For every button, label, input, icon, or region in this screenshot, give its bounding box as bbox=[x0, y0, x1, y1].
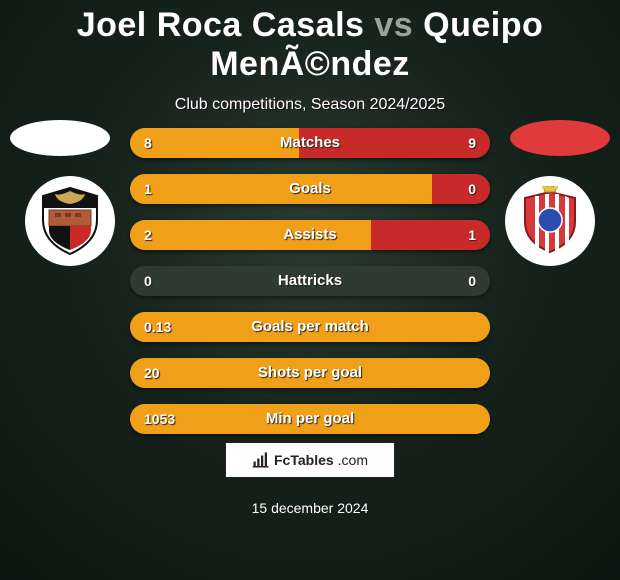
stat-row: 21Assists bbox=[130, 220, 490, 250]
bar-left-value: 1053 bbox=[144, 404, 175, 434]
bar-left-value: 20 bbox=[144, 358, 160, 388]
bar-left-fill bbox=[130, 220, 371, 250]
chart-bars-icon bbox=[252, 451, 270, 469]
stat-row: 0.13Goals per match bbox=[130, 312, 490, 342]
comparison-bars: 89Matches10Goals21Assists00Hattricks0.13… bbox=[0, 120, 620, 450]
bar-left-value: 8 bbox=[144, 128, 152, 158]
title: Joel Roca Casals vs Queipo MenÃ©ndez bbox=[0, 0, 620, 84]
bar-left-fill bbox=[130, 128, 299, 158]
stat-row: 89Matches bbox=[130, 128, 490, 158]
subtitle: Club competitions, Season 2024/2025 bbox=[0, 96, 620, 114]
bar-left-fill bbox=[130, 358, 490, 388]
stat-row: 00Hattricks bbox=[130, 266, 490, 296]
date-label: 15 december 2024 bbox=[0, 500, 620, 516]
bar-right-fill bbox=[299, 128, 490, 158]
stat-row: 20Shots per goal bbox=[130, 358, 490, 388]
infographic-root: Joel Roca Casals vs Queipo MenÃ©ndez Clu… bbox=[0, 0, 620, 580]
bar-left-fill bbox=[130, 174, 432, 204]
bar-left-fill bbox=[130, 404, 490, 434]
title-vs: vs bbox=[374, 6, 413, 44]
bar-right-value: 1 bbox=[468, 220, 476, 250]
bar-left-value: 0 bbox=[144, 266, 152, 296]
branding-badge: FcTables.com bbox=[225, 442, 395, 478]
bar-right-fill bbox=[432, 174, 490, 204]
bar-right-value: 0 bbox=[468, 174, 476, 204]
bar-right-value: 9 bbox=[468, 128, 476, 158]
bar-track bbox=[130, 266, 490, 296]
bar-left-fill bbox=[130, 312, 490, 342]
bar-right-value: 0 bbox=[468, 266, 476, 296]
branding-suffix: .com bbox=[338, 452, 368, 468]
bar-left-value: 1 bbox=[144, 174, 152, 204]
bar-left-value: 0.13 bbox=[144, 312, 171, 342]
stat-row: 10Goals bbox=[130, 174, 490, 204]
stat-row: 1053Min per goal bbox=[130, 404, 490, 434]
title-player1: Joel Roca Casals bbox=[77, 6, 365, 44]
bar-left-value: 2 bbox=[144, 220, 152, 250]
branding-name: FcTables bbox=[274, 452, 334, 468]
